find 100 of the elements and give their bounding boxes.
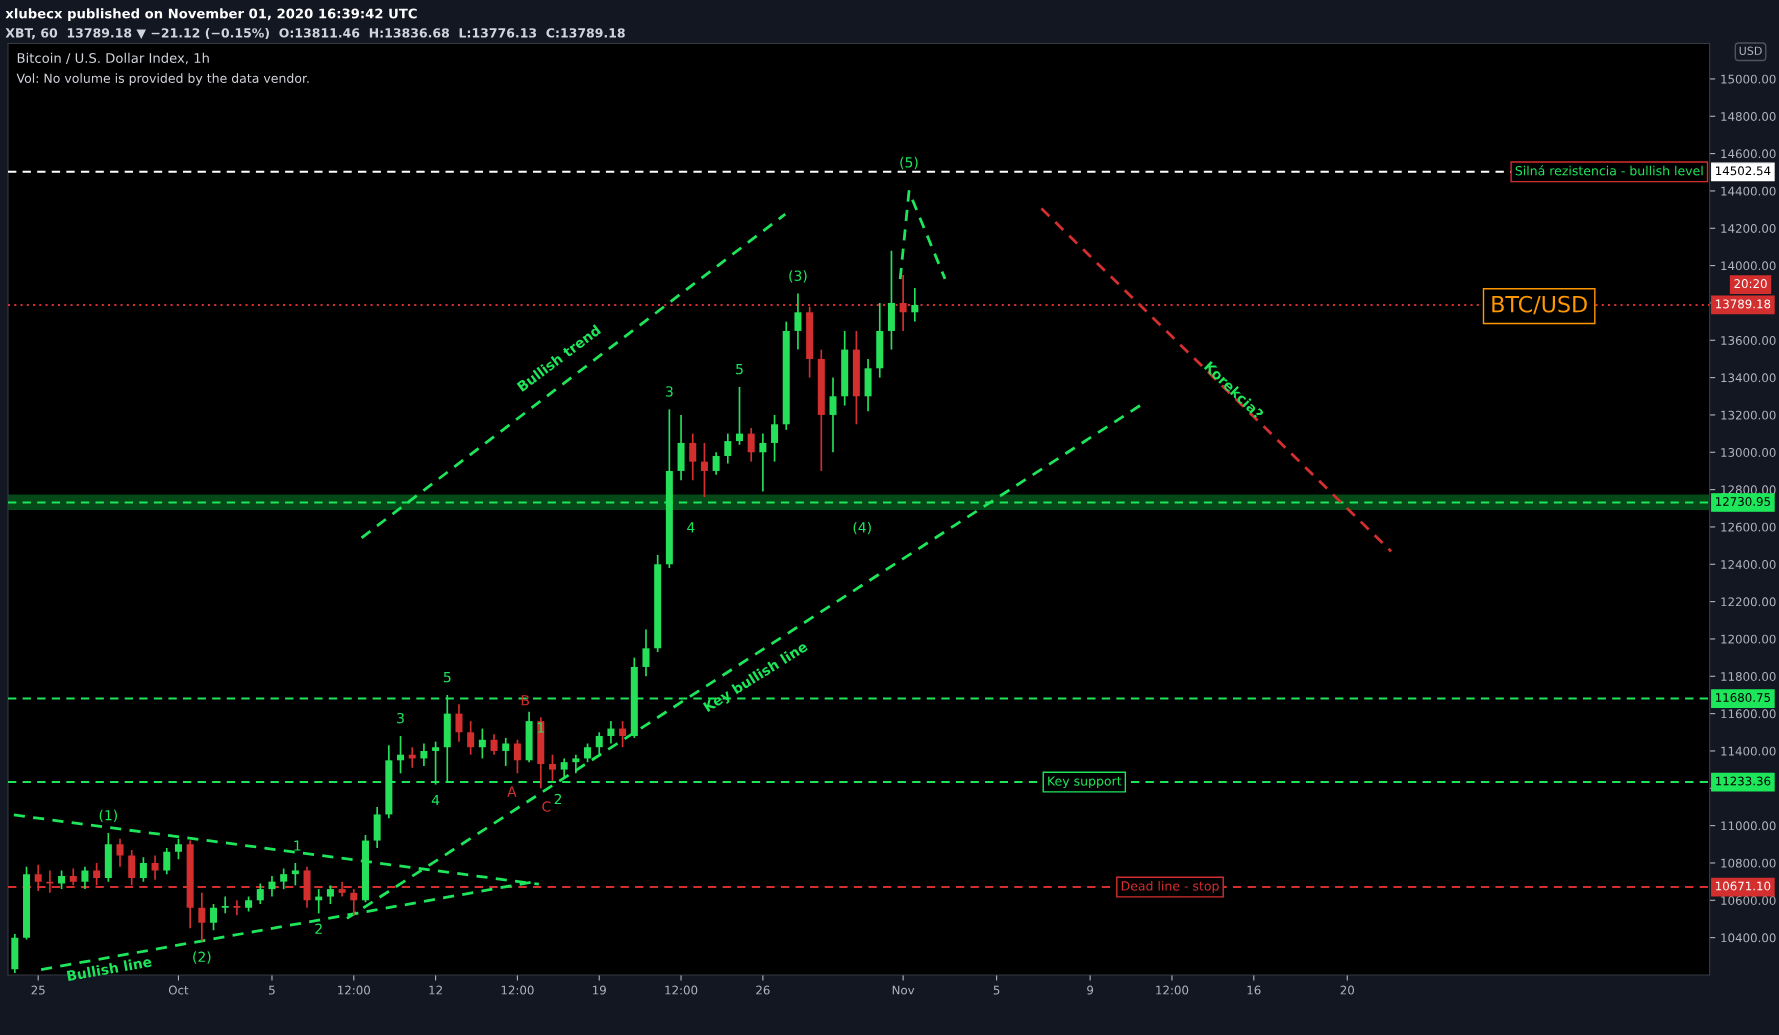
candlestick <box>58 869 66 890</box>
candlestick <box>584 742 592 763</box>
candlestick <box>771 414 779 463</box>
x-tick-label: 25 <box>31 985 45 995</box>
x-tick-label: 12:00 <box>1156 985 1189 995</box>
candlestick <box>291 862 299 887</box>
annotation: 5 <box>736 363 743 375</box>
annotation: 2 <box>315 923 322 934</box>
candlestick <box>490 733 498 756</box>
candlestick <box>560 757 568 778</box>
annotation: Bullish line <box>66 955 152 982</box>
y-tick-label: 11600.00 <box>1721 709 1776 719</box>
annotation: (5) <box>900 156 918 170</box>
annotation: 5 <box>443 672 451 683</box>
ref-line-label: 10671.10 <box>1716 881 1771 891</box>
annotation: (3) <box>789 270 807 283</box>
y-tick-label: 10400.00 <box>1721 933 1776 943</box>
annotation: BTC/USD <box>1492 295 1587 315</box>
candlestick <box>163 847 171 876</box>
candlestick <box>572 753 580 775</box>
candlestick <box>397 735 405 775</box>
y-tick-label: 13400.00 <box>1721 373 1776 383</box>
candlestick <box>221 895 229 915</box>
y-tick-label: 11400.00 <box>1721 746 1776 756</box>
text: Vol: No volume is provided by the data vendor. <box>16 73 309 86</box>
y-tick-label: 15000.00 <box>1721 74 1776 84</box>
annotation: 2 <box>554 793 562 805</box>
x-tick-label: Nov <box>892 985 915 995</box>
ref-line-label: 13789.18 <box>1716 299 1771 309</box>
annotation: 4 <box>431 794 440 806</box>
annotation: (4) <box>853 521 871 535</box>
annotation: (1) <box>99 809 117 823</box>
candlestick <box>350 888 358 917</box>
candlestick <box>268 875 276 898</box>
annotation: Silná rezistencia - bullish level <box>1515 165 1703 176</box>
annotation: 1 <box>294 840 301 851</box>
y-tick-label: 12200.00 <box>1721 597 1776 607</box>
candlestick <box>256 882 264 905</box>
candlestick <box>712 451 720 476</box>
y-tick-label: 12000.00 <box>1721 634 1776 644</box>
candlestick <box>326 884 334 905</box>
annotation: 3 <box>666 386 673 397</box>
candlestick <box>210 903 218 932</box>
annotation: A <box>507 786 517 797</box>
y-tick-label: 14600.00 <box>1721 149 1776 159</box>
x-tick-label: 12 <box>429 985 442 995</box>
x-tick-label: 5 <box>269 985 275 995</box>
candlestick <box>700 442 708 498</box>
candlestick <box>198 891 206 943</box>
candlestick <box>724 432 732 465</box>
y-tick-label: 14400.00 <box>1721 186 1776 196</box>
annotation: 1 <box>537 722 544 733</box>
x-tick-label: Oct <box>168 985 189 995</box>
y-tick-label: 11000.00 <box>1721 821 1776 831</box>
y-tick-label: 11800.00 <box>1721 672 1776 681</box>
y-tick-label: 10600.00 <box>1721 896 1776 905</box>
candlestick <box>747 427 755 463</box>
annotation: C <box>542 801 551 812</box>
annotation: Dead line - stop <box>1121 880 1219 894</box>
y-tick-label: 14800.00 <box>1721 112 1776 121</box>
x-tick-label: 16 <box>1247 985 1261 995</box>
y-tick-label: 12400.00 <box>1721 560 1776 569</box>
x-tick-label: 20 <box>1340 985 1355 995</box>
x-tick-label: 19 <box>593 985 606 995</box>
candlestick <box>151 854 159 881</box>
y-tick-label: 12800.00 <box>1721 485 1776 495</box>
candlestick <box>467 720 475 756</box>
text: USD <box>1739 46 1762 55</box>
text: Bitcoin / U.S. Dollar Index, 1h <box>17 52 209 65</box>
candlestick <box>735 386 743 446</box>
annotation: 4 <box>687 522 695 533</box>
candlestick <box>548 753 556 782</box>
annotation: Key support <box>1048 776 1122 789</box>
text: 20:20 <box>1734 279 1767 289</box>
candlestick <box>478 727 486 760</box>
candlestick <box>829 376 837 454</box>
text: XBT, 60 13789.18 ▼ −21.12 (−0.15%) O:13811.46 H:13836.68 L:13776.13 C:13789.18 <box>5 27 625 40</box>
x-tick-label: 12:00 <box>338 985 371 995</box>
y-tick-label: 14000.00 <box>1721 261 1776 271</box>
x-tick-label: 26 <box>756 985 770 995</box>
x-tick-label: 9 <box>1087 985 1094 995</box>
candlestick <box>619 720 627 749</box>
candlestick <box>911 287 919 323</box>
candlestick <box>642 628 650 678</box>
candlestick <box>116 837 124 868</box>
candlestick <box>174 837 182 861</box>
y-tick-label: 13200.00 <box>1721 410 1776 420</box>
candlestick <box>280 867 288 890</box>
candlestick <box>81 865 89 890</box>
y-tick-label: 12600.00 <box>1721 522 1776 532</box>
candlestick <box>139 856 147 883</box>
candlestick <box>759 432 767 493</box>
candlestick <box>607 720 615 745</box>
candlestick <box>794 292 802 351</box>
candlestick <box>502 737 510 767</box>
y-tick-label: 14200.00 <box>1721 224 1776 233</box>
text: xlubecx published on November 01, 2020 16:39:42 UTC <box>5 8 417 22</box>
ref-line-label: 14502.54 <box>1716 166 1771 176</box>
ref-line-label: 12730.95 <box>1716 497 1771 506</box>
y-tick-label: 13600.00 <box>1721 336 1776 345</box>
